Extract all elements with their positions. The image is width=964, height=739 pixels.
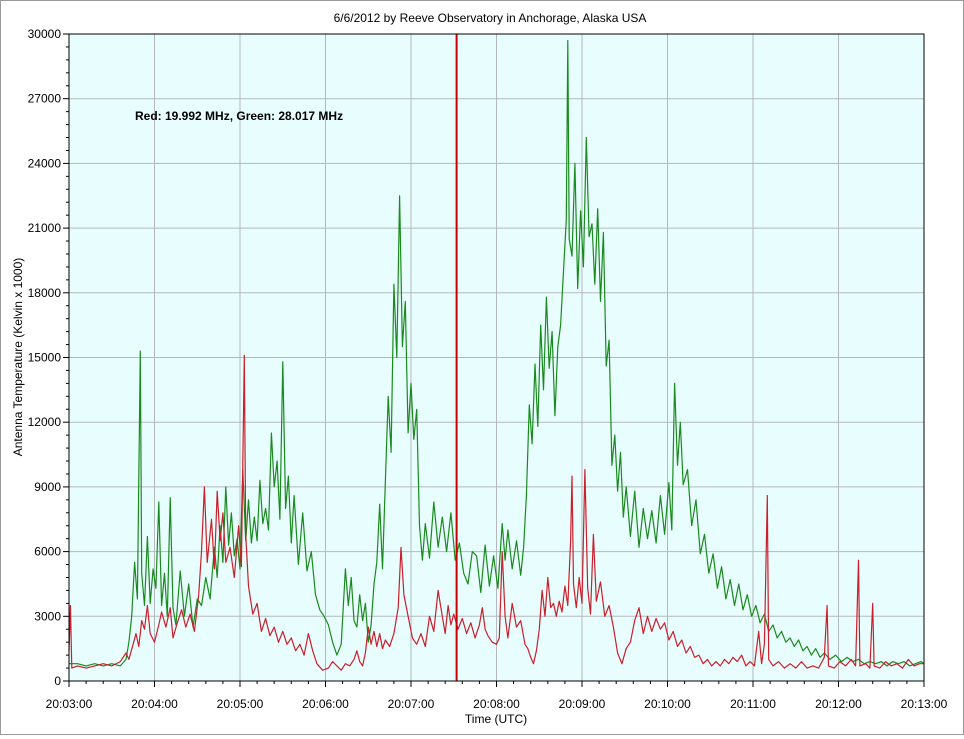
x-tick-label: 20:05:00 [217,697,264,711]
y-axis-ticks: 0 3000 6000 9000 12000 15000 18000 21000 24000 27… [28,27,69,688]
y-tick-label: 6000 [34,545,61,559]
y-tick-label: 18000 [28,286,62,300]
y-tick-label: 27000 [28,92,62,106]
series-line-green [69,39,925,667]
x-tick-label: 20:09:00 [559,697,606,711]
x-tick-label: 20:10:00 [644,697,691,711]
y-tick-label: 0 [54,674,61,688]
x-tick-label: 20:04:00 [131,697,178,711]
y-tick-label: 3000 [34,609,61,623]
x-tick-label: 20:11:00 [730,697,776,711]
y-tick-label: 21000 [28,221,62,235]
x-axis-label: Time (UTC) [465,712,527,726]
series-group [68,39,925,671]
x-axis-ticks: 20:03:00 20:04:00 20:05:00 20:06:00 20:07:00… [46,681,948,711]
frequency-annotation: Red: 19.992 MHz, Green: 28.017 MHz [135,109,343,123]
y-tick-label: 30000 [28,27,62,41]
y-tick-label: 24000 [28,156,62,170]
y-tick-label: 12000 [28,415,62,429]
x-tick-label: 20:06:00 [302,697,349,711]
x-tick-label: 20:07:00 [388,697,435,711]
x-tick-label: 20:12:00 [815,697,862,711]
x-tick-label: 20:03:00 [46,697,93,711]
grid-lines [69,34,924,681]
y-axis-label: Antenna Temperature (Kelvin x 1000) [11,258,25,457]
x-tick-label: 20:08:00 [473,697,520,711]
plot-border [68,33,925,682]
series-line-red [68,354,924,671]
y-tick-label: 9000 [34,480,61,494]
x-tick-label: 20:13:00 [901,697,948,711]
chart-title: 6/6/2012 by Reeve Observatory in Anchora… [334,11,647,25]
y-tick-label: 15000 [28,351,62,365]
